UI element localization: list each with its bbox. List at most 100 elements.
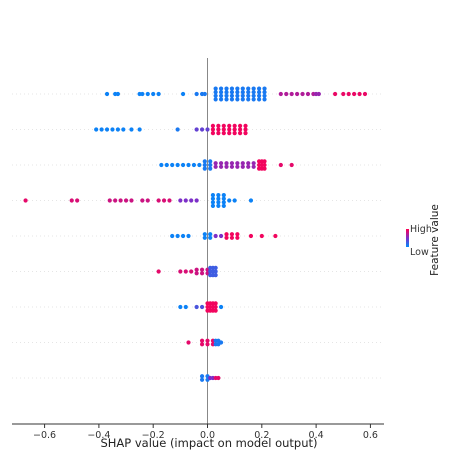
- data-point: [194, 304, 199, 310]
- data-point: [251, 93, 256, 98]
- data-point: [180, 91, 186, 97]
- data-point: [202, 91, 207, 97]
- data-point: [251, 90, 256, 95]
- data-point: [262, 93, 267, 98]
- data-point: [256, 86, 262, 91]
- data-point: [224, 93, 229, 98]
- data-point: [213, 93, 218, 98]
- data-point: [216, 196, 221, 201]
- data-point: [246, 97, 251, 102]
- data-point: [164, 162, 169, 168]
- data-point: [232, 123, 237, 128]
- data-point: [262, 162, 267, 168]
- data-point: [175, 162, 180, 168]
- data-point: [170, 233, 175, 239]
- data-point: [202, 159, 207, 164]
- data-point: [246, 164, 251, 169]
- data-point: [199, 374, 205, 379]
- data-point: [199, 267, 205, 272]
- data-point: [210, 127, 216, 132]
- data-point: [210, 131, 216, 136]
- data-point: [205, 127, 210, 132]
- data-point: [202, 162, 207, 168]
- data-point: [199, 304, 205, 310]
- data-point: [240, 86, 245, 91]
- data-point: [237, 127, 243, 132]
- data-point: [235, 97, 240, 102]
- data-point: [213, 265, 218, 270]
- data-point: [229, 232, 235, 237]
- data-point: [199, 338, 205, 343]
- x-axis-ticks: −0.6 −0.4 −0.2 0.0 0.2 0.4 0.6: [33, 424, 378, 441]
- data-point: [278, 91, 283, 97]
- data-point: [104, 91, 110, 97]
- data-point: [210, 196, 216, 201]
- data-point: [243, 127, 248, 132]
- data-point: [23, 198, 28, 203]
- data-point: [99, 127, 104, 132]
- data-point: [235, 90, 240, 95]
- data-point: [75, 198, 80, 203]
- data-point: [115, 127, 120, 132]
- data-point: [213, 161, 218, 166]
- data-point: [243, 123, 248, 128]
- data-point: [113, 198, 118, 203]
- x-tick-label: −0.2: [142, 430, 165, 441]
- x-tick-label: 0.2: [254, 430, 269, 441]
- data-point: [167, 198, 172, 203]
- data-point: [224, 164, 229, 169]
- data-point: [208, 162, 213, 168]
- data-point: [240, 164, 245, 169]
- data-point: [262, 86, 267, 91]
- data-point: [194, 198, 199, 203]
- data-point: [178, 269, 183, 274]
- data-points: [23, 86, 368, 382]
- data-point: [227, 131, 232, 136]
- data-point: [251, 164, 256, 169]
- data-point: [213, 90, 218, 95]
- data-point: [240, 161, 245, 166]
- data-point: [191, 162, 197, 168]
- data-point: [213, 233, 218, 239]
- data-point: [178, 304, 183, 310]
- data-point: [295, 91, 300, 97]
- data-point: [216, 131, 221, 136]
- data-point: [246, 86, 251, 91]
- feature-rows: [12, 93, 384, 379]
- x-tick-label: 0.6: [363, 430, 378, 441]
- data-point: [175, 127, 180, 132]
- data-point: [235, 164, 240, 169]
- data-point: [129, 127, 134, 132]
- data-point: [186, 233, 191, 239]
- data-point: [213, 304, 218, 310]
- data-point: [224, 161, 229, 166]
- data-point: [362, 91, 368, 97]
- data-point: [229, 86, 235, 91]
- data-point: [213, 308, 218, 313]
- data-point: [235, 93, 240, 98]
- data-point: [213, 97, 218, 102]
- data-point: [156, 198, 161, 203]
- data-point: [221, 203, 226, 208]
- data-point: [197, 162, 202, 168]
- data-point: [208, 159, 213, 164]
- data-point: [183, 269, 188, 274]
- data-point: [235, 235, 240, 240]
- data-point: [194, 267, 199, 272]
- data-point: [151, 91, 156, 97]
- data-point: [235, 161, 240, 166]
- data-point: [251, 97, 256, 102]
- data-point: [235, 86, 240, 91]
- data-point: [232, 127, 237, 132]
- data-point: [208, 235, 213, 240]
- data-point: [107, 198, 112, 203]
- data-point: [104, 127, 110, 132]
- data-point: [240, 90, 245, 95]
- data-point: [202, 232, 207, 237]
- data-point: [237, 131, 243, 136]
- data-point: [229, 161, 235, 166]
- data-point: [278, 162, 283, 168]
- data-point: [118, 198, 123, 203]
- data-point: [216, 127, 221, 132]
